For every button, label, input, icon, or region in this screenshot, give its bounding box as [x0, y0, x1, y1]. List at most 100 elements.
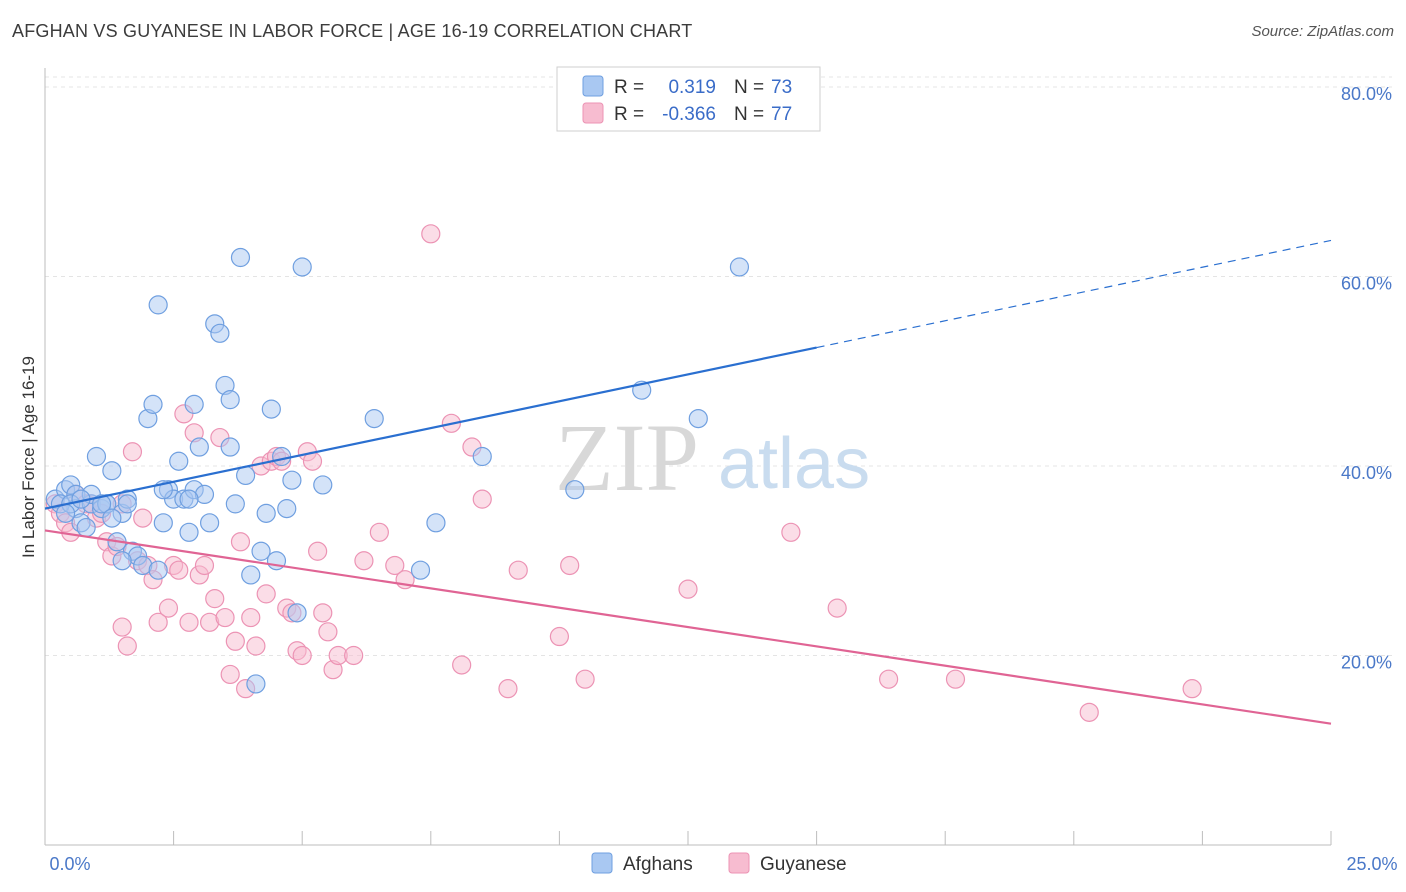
- bottom-legend: Afghans Guyanese: [591, 852, 847, 875]
- legend-n-label-guyanese: N =: [734, 104, 764, 125]
- point-guyanese: [148, 612, 168, 632]
- point-afghans: [688, 408, 708, 429]
- point-afghans: [112, 551, 132, 571]
- legend-r-value-guyanese: -0.366: [662, 104, 716, 125]
- y-tick-label: 20.0%: [1341, 652, 1392, 672]
- point-afghans: [220, 437, 240, 457]
- legend-r-label-afghans: R =: [614, 77, 644, 98]
- point-guyanese: [133, 508, 153, 528]
- trend-line-guyanese: [44, 529, 1332, 725]
- point-guyanese: [369, 522, 389, 542]
- point-guyanese: [220, 664, 240, 685]
- point-guyanese: [1182, 679, 1202, 699]
- point-guyanese: [215, 607, 235, 628]
- point-guyanese: [225, 631, 245, 651]
- point-afghans: [117, 494, 137, 514]
- point-guyanese: [781, 522, 801, 542]
- point-guyanese: [308, 541, 328, 561]
- point-guyanese: [678, 579, 698, 599]
- series-afghans-points: [45, 247, 750, 694]
- point-afghans: [292, 257, 312, 277]
- point-afghans: [472, 446, 492, 467]
- point-guyanese: [452, 655, 472, 675]
- point-afghans: [102, 508, 122, 528]
- point-guyanese: [344, 645, 364, 666]
- point-afghans: [148, 560, 168, 580]
- point-afghans: [179, 522, 199, 542]
- point-afghans: [55, 503, 76, 523]
- trend-lines: [44, 239, 1332, 725]
- point-guyanese: [385, 555, 405, 576]
- point-afghans: [153, 513, 173, 533]
- point-guyanese: [256, 584, 276, 604]
- legend-r-value-afghans: 0.319: [668, 77, 716, 98]
- trend-line-afghans-extension: [816, 239, 1332, 349]
- x-tick-label-max: 25.0%: [1346, 854, 1397, 874]
- trend-line-afghans: [44, 346, 817, 510]
- bottom-legend-swatch-afghans: [591, 852, 613, 874]
- y-tick-label: 60.0%: [1341, 273, 1392, 293]
- point-guyanese: [230, 532, 251, 552]
- point-afghans: [200, 513, 220, 533]
- legend-n-value-afghans: 73: [771, 77, 792, 98]
- point-afghans: [184, 394, 204, 414]
- point-guyanese: [421, 224, 441, 244]
- bottom-legend-swatch-guyanese: [728, 852, 750, 874]
- point-guyanese: [549, 626, 570, 647]
- x-ticks: [173, 831, 1332, 845]
- point-guyanese: [313, 603, 333, 623]
- point-guyanese: [112, 617, 132, 637]
- point-guyanese: [827, 598, 847, 618]
- point-afghans: [143, 394, 163, 414]
- point-afghans: [220, 390, 240, 410]
- point-afghans: [225, 494, 245, 514]
- point-guyanese: [241, 607, 261, 628]
- point-guyanese: [575, 669, 595, 689]
- point-afghans: [251, 541, 271, 561]
- point-afghans: [102, 461, 122, 481]
- point-afghans: [210, 323, 230, 343]
- legend-n-value-guyanese: 77: [771, 104, 792, 125]
- point-guyanese: [879, 669, 899, 689]
- point-afghans: [364, 408, 384, 429]
- point-afghans: [256, 503, 276, 523]
- point-afghans: [565, 480, 585, 500]
- watermark: ZIP atlas: [555, 404, 870, 511]
- point-guyanese: [318, 622, 338, 642]
- point-afghans: [313, 475, 333, 495]
- point-afghans: [148, 295, 168, 315]
- point-afghans: [272, 446, 292, 467]
- point-afghans: [230, 247, 251, 268]
- point-guyanese: [158, 598, 179, 618]
- point-afghans: [261, 399, 281, 419]
- point-guyanese: [246, 636, 266, 656]
- correlation-legend: R = 0.319 N = 73 R = -0.366 N = 77: [556, 66, 821, 132]
- point-guyanese: [560, 555, 580, 576]
- legend-swatch-guyanese: [582, 102, 604, 124]
- chart-title: AFGHAN VS GUYANESE IN LABOR FORCE | AGE …: [12, 21, 693, 41]
- legend-r-label-guyanese: R =: [614, 104, 644, 125]
- point-afghans: [246, 674, 266, 694]
- point-guyanese: [472, 489, 492, 509]
- point-afghans: [287, 603, 307, 623]
- bottom-legend-label-afghans: Afghans: [623, 854, 693, 875]
- y-tick-label: 40.0%: [1341, 463, 1392, 483]
- point-guyanese: [117, 636, 137, 656]
- point-afghans: [241, 565, 261, 585]
- point-guyanese: [169, 560, 189, 580]
- point-guyanese: [1079, 702, 1099, 722]
- point-afghans: [282, 470, 302, 490]
- point-guyanese: [498, 679, 518, 699]
- x-tick-label-min: 0.0%: [49, 854, 90, 874]
- legend-n-label-afghans: N =: [734, 77, 764, 98]
- point-afghans: [169, 451, 189, 471]
- y-tick-label: 80.0%: [1341, 84, 1392, 104]
- point-afghans: [729, 257, 750, 277]
- point-guyanese: [179, 612, 199, 632]
- point-afghans: [179, 489, 199, 509]
- point-guyanese: [122, 442, 143, 462]
- point-afghans: [76, 517, 96, 538]
- point-guyanese: [508, 560, 528, 580]
- point-guyanese: [945, 669, 966, 689]
